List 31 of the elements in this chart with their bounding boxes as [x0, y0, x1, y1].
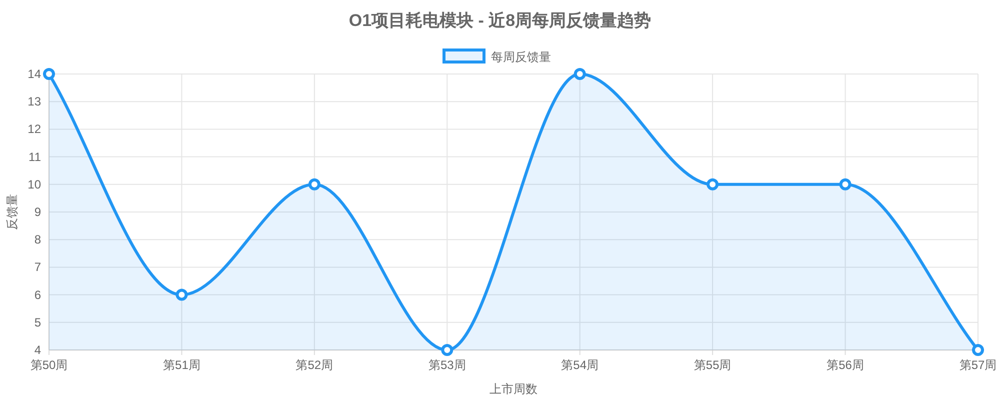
y-tick-label: 7 — [34, 260, 42, 274]
x-tick-label: 第55周 — [694, 358, 732, 372]
y-tick-label: 12 — [28, 122, 42, 136]
point — [43, 68, 55, 80]
chart-title: O1项目耗电模块 - 近8周每周反馈量趋势 — [348, 11, 652, 30]
y-tick-label: 6 — [34, 288, 42, 302]
y-axis-title: 反馈量 — [5, 194, 19, 230]
y-tick-label: 4 — [34, 343, 42, 357]
legend-label: 每周反馈量 — [491, 50, 551, 64]
x-tick-label: 第50周 — [30, 358, 68, 372]
point — [706, 178, 719, 190]
point — [839, 178, 852, 190]
y-tick-label: 8 — [34, 232, 42, 247]
x-tick-label: 第53周 — [428, 358, 466, 372]
y-tick-label: 5 — [34, 315, 42, 330]
x-tick-label: 第51周 — [163, 358, 200, 372]
x-axis-title: 上市周数 — [490, 382, 538, 396]
point — [308, 178, 320, 190]
y-tick-label: 14 — [28, 67, 42, 81]
point — [574, 68, 586, 80]
point — [176, 288, 188, 301]
point — [441, 344, 454, 356]
x-tick-label: 第54周 — [561, 358, 599, 372]
x-tick-label: 第56周 — [826, 358, 864, 372]
x-tick-label: 第57周 — [959, 358, 997, 372]
y-tick-label: 9 — [34, 205, 42, 219]
point — [972, 344, 984, 356]
y-tick-label: 11 — [28, 150, 42, 164]
y-tick-label: 10 — [28, 177, 42, 192]
x-tick-label: 第52周 — [296, 358, 334, 372]
y-tick-label: 13 — [28, 94, 42, 109]
